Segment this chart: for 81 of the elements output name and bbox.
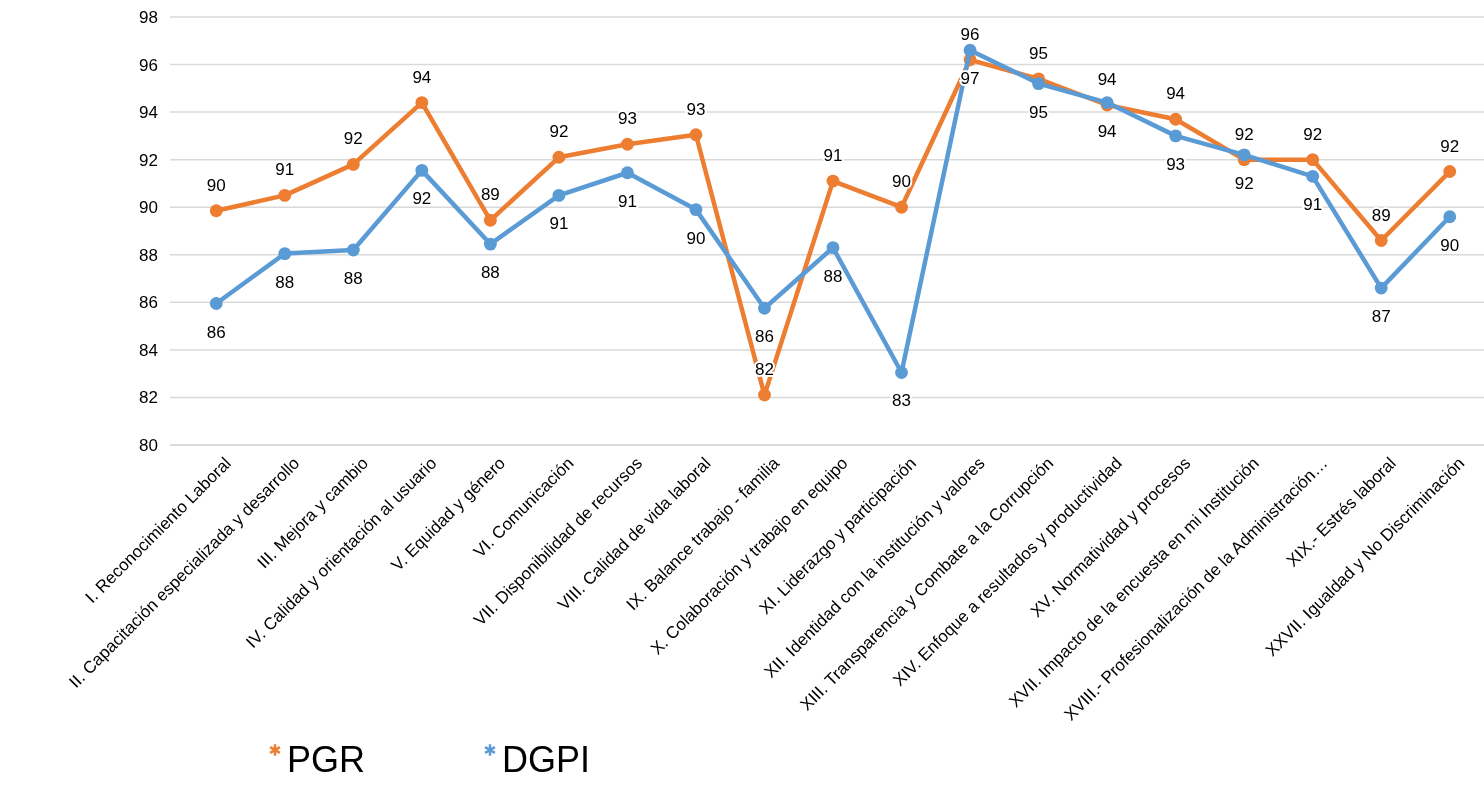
data-label: 95 xyxy=(1029,43,1049,63)
point xyxy=(346,243,360,257)
data-label: 86 xyxy=(206,322,226,342)
data-label: 91 xyxy=(549,214,569,234)
y-tick-label: 88 xyxy=(139,245,158,265)
point xyxy=(689,203,703,217)
point xyxy=(1306,153,1320,167)
data-label: 91 xyxy=(1303,195,1323,215)
point xyxy=(895,366,908,379)
data-label: 88 xyxy=(343,269,363,289)
data-label: 91 xyxy=(275,160,295,180)
data-label: 88 xyxy=(823,266,843,286)
point xyxy=(620,166,634,180)
data-label: 92 xyxy=(1303,124,1323,144)
data-label: 87 xyxy=(1371,307,1391,327)
data-label: 83 xyxy=(892,391,911,411)
y-tick-label: 84 xyxy=(139,340,158,360)
point xyxy=(1032,77,1046,90)
y-tick-label: 98 xyxy=(139,7,158,27)
data-label: 94 xyxy=(1097,69,1117,89)
point xyxy=(1374,281,1388,295)
y-tick-label: 90 xyxy=(139,198,158,218)
y-tick-label: 80 xyxy=(139,435,158,455)
point xyxy=(552,150,566,164)
point xyxy=(1169,112,1183,126)
data-label: 94 xyxy=(412,67,432,87)
point xyxy=(415,96,429,110)
data-label: 90 xyxy=(206,175,226,195)
point xyxy=(758,388,771,402)
point xyxy=(689,128,703,142)
point xyxy=(963,43,977,57)
point xyxy=(1374,234,1388,247)
legend-label: PGR xyxy=(287,739,366,780)
data-label: 89 xyxy=(480,185,500,205)
data-label: 92 xyxy=(343,129,363,149)
point xyxy=(209,297,223,310)
data-label: 88 xyxy=(275,272,295,292)
data-label: 92 xyxy=(549,122,569,142)
data-label: 92 xyxy=(412,189,432,209)
data-label: 93 xyxy=(1166,154,1186,174)
data-label: 95 xyxy=(1029,102,1049,122)
data-label: 91 xyxy=(617,191,637,211)
data-label: 88 xyxy=(480,263,500,283)
data-label: 90 xyxy=(686,228,706,248)
data-label: 90 xyxy=(892,172,911,192)
y-tick-label: 86 xyxy=(139,293,158,313)
point xyxy=(278,247,292,261)
point xyxy=(346,158,360,171)
point xyxy=(1306,169,1320,183)
data-label: 90 xyxy=(1440,235,1460,255)
point xyxy=(620,137,634,151)
point xyxy=(483,237,497,251)
point xyxy=(826,241,840,255)
data-label: 89 xyxy=(1371,205,1391,225)
point xyxy=(1443,165,1457,178)
point xyxy=(1443,210,1457,224)
data-label: 93 xyxy=(617,109,637,129)
point xyxy=(483,213,497,227)
y-tick-label: 92 xyxy=(139,150,158,170)
point xyxy=(278,188,292,202)
point xyxy=(895,200,908,214)
y-tick-label: 82 xyxy=(139,388,158,408)
data-label: 86 xyxy=(755,327,774,347)
y-tick-label: 96 xyxy=(139,55,158,75)
point xyxy=(758,301,771,315)
point xyxy=(1169,129,1183,143)
data-label: 94 xyxy=(1097,121,1117,141)
data-label: 94 xyxy=(1166,84,1186,104)
y-tick-label: 94 xyxy=(139,103,158,123)
data-label: 92 xyxy=(1234,173,1254,193)
data-label: 92 xyxy=(1234,124,1254,144)
data-label: 92 xyxy=(1440,136,1460,156)
data-label: 93 xyxy=(686,99,706,119)
point xyxy=(415,163,429,177)
data-label: 96 xyxy=(960,24,980,44)
point xyxy=(826,174,840,188)
data-label: 91 xyxy=(823,146,843,166)
point xyxy=(1237,148,1251,162)
legend-label: DGPI xyxy=(502,739,591,780)
point xyxy=(209,204,223,218)
point xyxy=(552,188,566,202)
